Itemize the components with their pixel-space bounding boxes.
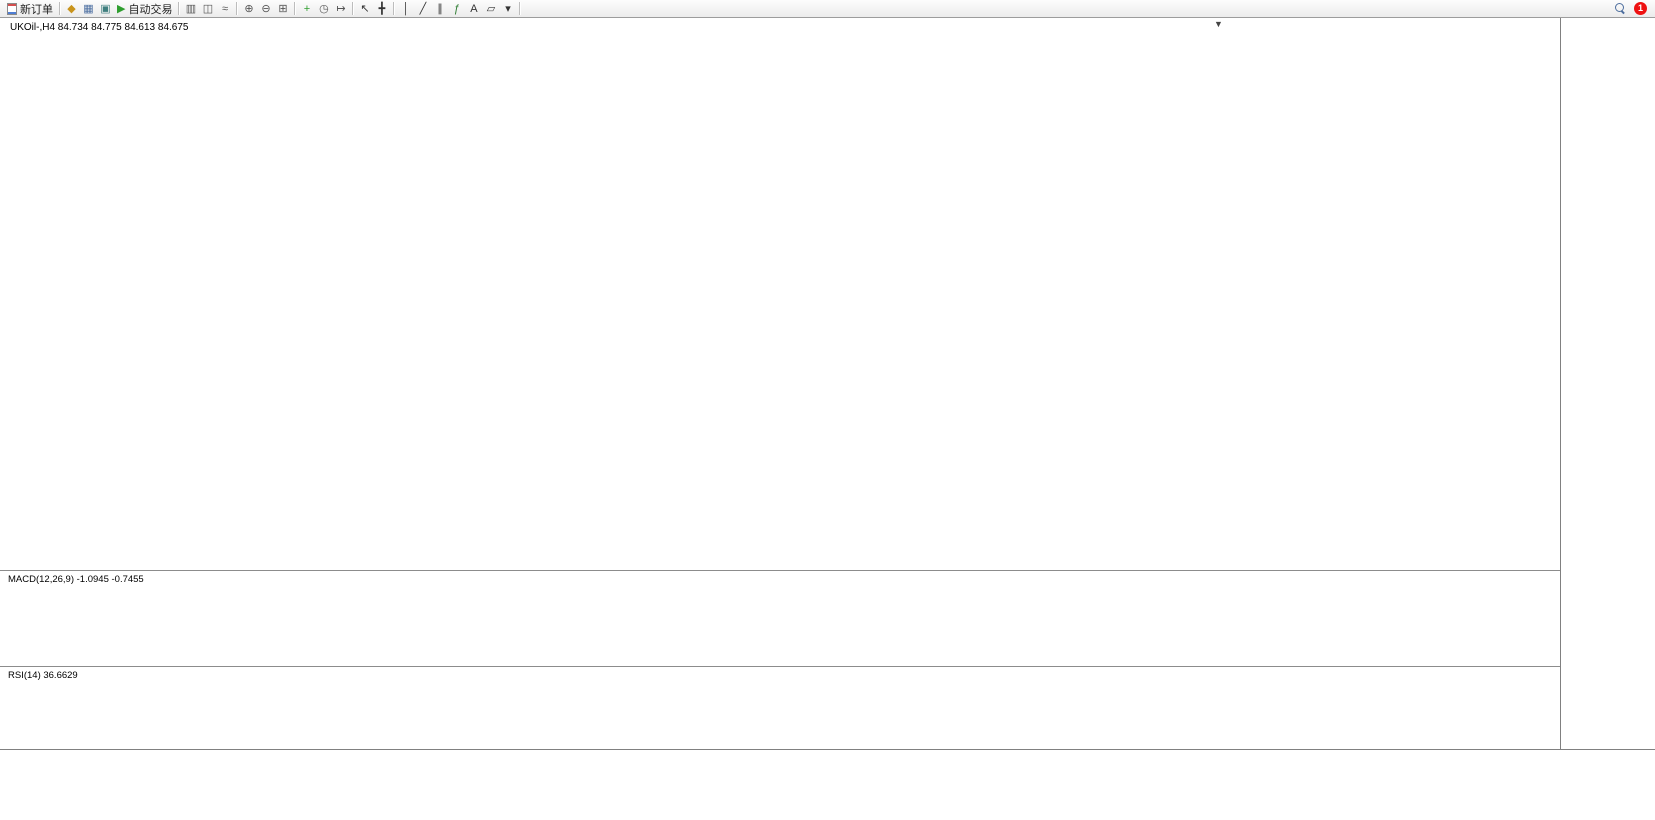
data-window-icon: ▦ [83,2,94,15]
shapes-button[interactable]: ▱ [482,1,499,17]
fibonacci-button[interactable]: ƒ [448,1,465,17]
toolbar-separator [59,2,60,15]
search-icon[interactable] [1615,3,1626,14]
trendline-icon: ╱ [419,2,427,15]
chart-window: UKOil-,H4 84.734 84.775 84.613 84.675 MA… [0,18,1655,820]
strategy-tester-icon: ▣ [100,2,111,15]
notification-badge[interactable]: 1 [1634,2,1647,15]
new-chart-button[interactable]: + [298,1,315,17]
toolbar-separator [393,2,395,15]
chart-shift-marker-icon[interactable]: ▼ [1214,19,1223,29]
channel-button[interactable]: ∥ [431,1,448,17]
vertical-line-button[interactable]: │ [397,1,414,17]
channel-icon: ∥ [437,2,443,15]
shapes-dropdown-icon: ▾ [505,2,511,15]
panel-divider[interactable] [0,570,1655,572]
shapes-dropdown-button[interactable]: ▾ [499,1,516,17]
text-button[interactable]: A [465,1,482,17]
time-axis[interactable] [0,749,1655,773]
toolbar-separator [294,2,296,15]
toolbar-icon-group: ◆ ▦ ▣ ▶ 自动交易 ▥ ◫ ≈ ⊕ ⊖ ⊞ + ◷ ↦ ↖ ╋ │ ╱ ∥ ƒ A ▱ ▾ [63,1,516,17]
auto-trading-label: 自动交易 [128,3,173,16]
clock-icon: ◷ [319,2,329,15]
toolbar-right-group: 1 [1615,2,1651,15]
strategy-tester-button[interactable]: ▣ [97,1,114,17]
bar-chart-button[interactable]: ▥ [182,1,199,17]
clock-button[interactable]: ◷ [315,1,332,17]
main-toolbar: 新订单 ◆ ▦ ▣ ▶ 自动交易 ▥ ◫ ≈ ⊕ ⊖ ⊞ + ◷ ↦ ↖ ╋ │ ╱ ∥ ƒ A ▱ ▾ 1 [0,0,1655,18]
toolbar-separator [178,2,180,15]
cursor-button[interactable]: ↖ [356,1,373,17]
market-watch-icon: ◆ [67,2,76,15]
text-icon: A [470,2,478,15]
tile-windows-icon: ⊞ [278,2,288,15]
chart-shift-button[interactable]: ↦ [332,1,349,17]
line-chart-button[interactable]: ≈ [216,1,233,17]
chart-title: UKOil-,H4 84.734 84.775 84.613 84.675 [10,22,189,33]
panel-divider[interactable] [0,666,1655,668]
zoom-in-icon: ⊕ [244,2,254,15]
macd-indicator-canvas[interactable] [4,572,1560,666]
zoom-out-button[interactable]: ⊖ [257,1,274,17]
new-order-label: 新订单 [20,3,53,16]
cursor-icon: ↖ [360,2,370,15]
crosshair-icon: ╋ [378,2,386,15]
auto-trading-icon: ▶ [117,2,126,15]
candlestick-chart-button[interactable]: ◫ [199,1,216,17]
bar-chart-icon: ▥ [185,2,197,15]
zoom-out-icon: ⊖ [261,2,271,15]
tile-windows-button[interactable]: ⊞ [274,1,291,17]
new-order-button[interactable]: 新订单 [4,1,56,17]
new-chart-icon: + [303,2,311,15]
fibonacci-icon: ƒ [453,2,461,15]
macd-indicator-label: MACD(12,26,9) -1.0945 -0.7455 [8,574,144,585]
toolbar-separator [519,2,521,15]
candlestick-chart-icon: ◫ [202,2,214,15]
new-order-icon [7,2,17,15]
rsi-indicator-canvas[interactable] [4,668,1560,749]
main-price-chart-canvas[interactable] [4,18,1560,570]
zoom-in-button[interactable]: ⊕ [240,1,257,17]
data-window-button[interactable]: ▦ [80,1,97,17]
toolbar-separator [352,2,354,15]
trendline-button[interactable]: ╱ [414,1,431,17]
line-chart-icon: ≈ [221,2,228,15]
toolbar-separator [236,2,238,15]
vertical-line-icon: │ [402,2,410,15]
rsi-indicator-label: RSI(14) 36.6629 [8,670,78,681]
market-watch-button[interactable]: ◆ [63,1,80,17]
chart-shift-icon: ↦ [336,2,346,15]
crosshair-button[interactable]: ╋ [373,1,390,17]
shapes-icon: ▱ [486,2,496,15]
price-axis[interactable] [1560,18,1655,749]
auto-trading-button[interactable]: ▶ 自动交易 [114,1,175,17]
